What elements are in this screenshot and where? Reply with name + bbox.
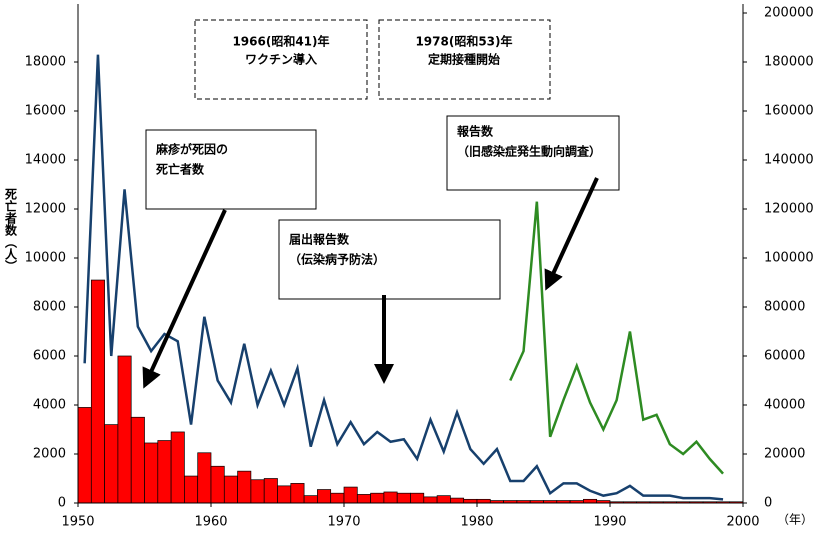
bar: [476, 498, 491, 504]
bar: [117, 355, 132, 504]
annotation: （旧感染症発生動向調査）: [457, 144, 601, 159]
x-tick-label: 1960: [194, 515, 227, 530]
y-tick-label: 8000: [33, 300, 66, 315]
annotation-box: [378, 19, 551, 100]
annotation: ワクチン導入: [245, 52, 317, 67]
annotation: 届出報告数: [289, 232, 350, 247]
y2-tick-label: 140000: [764, 153, 814, 168]
bar: [223, 475, 238, 504]
y-tick-label: 16000: [25, 104, 66, 119]
bar: [104, 424, 119, 504]
bar: [330, 492, 345, 504]
annotation: 麻疹が死因の: [155, 142, 228, 157]
bar: [130, 416, 145, 504]
y-tick-label: 6000: [33, 349, 66, 364]
y2-tick-label: 180000: [764, 55, 814, 70]
arrow: [142, 209, 227, 389]
bar: [77, 407, 92, 504]
x-tick-label: 1990: [593, 515, 626, 530]
bar: [463, 498, 478, 504]
y-tick-label: 18000: [25, 55, 66, 70]
bar: [317, 489, 332, 504]
annotation: 報告数: [457, 124, 494, 139]
annotation-box: [446, 115, 620, 191]
x-tick-label: 1980: [460, 515, 493, 530]
annotation-box: [278, 219, 501, 300]
y-tick-label: 0: [58, 496, 66, 511]
plot-area: [77, 54, 744, 504]
y-tick-label: 4000: [33, 398, 66, 413]
annotation: （伝染病予防法）: [289, 252, 385, 267]
bar: [303, 495, 318, 504]
y2-tick-label: 80000: [764, 300, 805, 315]
bar: [436, 495, 451, 504]
annotation-box: [145, 129, 317, 210]
bar: [90, 279, 105, 504]
x-tick-label: 1970: [327, 515, 360, 530]
bar: [370, 492, 385, 504]
annotation: 死亡者数: [156, 162, 205, 177]
x-tick-label: 2000: [726, 515, 759, 530]
bar: [450, 497, 465, 504]
bar: [197, 452, 212, 504]
annotation-box: [194, 19, 368, 100]
bar: [356, 494, 371, 504]
bar: [410, 492, 425, 504]
x-tick-label: 1950: [61, 515, 94, 530]
bar: [157, 440, 172, 504]
y-tick-label: 14000: [25, 153, 66, 168]
bar: [583, 498, 598, 504]
y2-tick-label: 100000: [764, 251, 814, 266]
y2-tick-label: 120000: [764, 202, 814, 217]
bar: [383, 491, 398, 504]
y-axis-label: 死亡者数（人）: [4, 188, 18, 272]
y2-tick-label: 40000: [764, 398, 805, 413]
arrow: [544, 177, 599, 291]
bar: [144, 442, 159, 504]
bar: [277, 485, 292, 504]
bar: [263, 478, 278, 504]
bar: [396, 492, 411, 504]
x-axis-unit: （年）: [777, 513, 813, 527]
line: [83, 54, 724, 501]
y-tick-label: 10000: [25, 251, 66, 266]
y-tick-label: 2000: [33, 447, 66, 462]
y2-tick-label: 0: [764, 496, 772, 511]
bar: [184, 475, 199, 504]
y2-tick-label: 20000: [764, 447, 805, 462]
line: [509, 201, 724, 475]
y2-tick-label: 200000: [764, 6, 814, 21]
y-tick-label: 12000: [25, 202, 66, 217]
bar: [423, 496, 438, 504]
bar: [170, 431, 185, 504]
y2-tick-label: 60000: [764, 349, 805, 364]
bar: [237, 470, 252, 504]
bar: [210, 465, 225, 504]
y2-tick-label: 160000: [764, 104, 814, 119]
annotation: 1966(昭和41)年: [232, 34, 329, 49]
bar: [290, 483, 305, 504]
bar: [250, 479, 265, 504]
annotation: 1978(昭和53)年: [415, 34, 512, 49]
annotation: 定期接種開始: [428, 52, 500, 67]
bar: [343, 486, 358, 504]
